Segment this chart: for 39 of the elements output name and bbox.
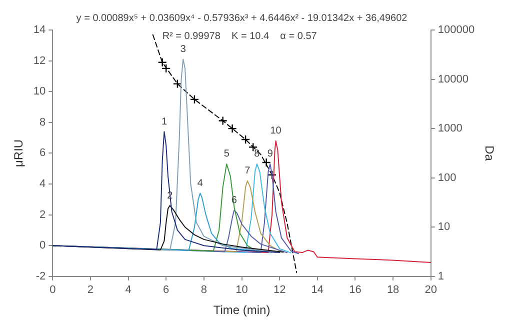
annotation: 9 [267, 148, 274, 160]
y2-axis-title: Da [482, 146, 496, 162]
annotation: 4 [197, 178, 204, 189]
x-tick-label: 12 [273, 284, 286, 296]
y-tick-label: 12 [33, 54, 46, 67]
y-tick-label: 2 [40, 208, 46, 221]
y-tick-label: 6 [40, 147, 46, 160]
y2-tick-label: 100000 [438, 24, 475, 36]
y-tick-label: 4 [40, 178, 46, 190]
y-tick-label: -2 [36, 270, 46, 282]
x-axis-title: Time (min) [213, 303, 270, 318]
annotation: 7 [244, 166, 251, 177]
y2-tick-label: 10000 [438, 73, 468, 86]
y2-tick-label: 100 [438, 172, 456, 184]
annotation: 8 [254, 148, 260, 160]
y-tick-label: 10 [33, 86, 46, 98]
annotation: 5 [224, 148, 230, 160]
y-tick-label: 14 [33, 24, 46, 36]
x-tick-label: 18 [386, 284, 400, 296]
annotation: 10 [270, 126, 282, 137]
y2-tick-label: 1000 [438, 122, 462, 135]
x-tick-label: 14 [311, 284, 324, 296]
x-tick-label: 20 [424, 284, 438, 296]
annotation: R² = 0.99978 K = 10.4 α = 0.57 [162, 30, 318, 42]
y-tick-label: 8 [40, 116, 46, 128]
annotation: 3 [180, 44, 186, 56]
x-tick-label: 2 [87, 284, 94, 296]
y2-tick-label: 10 [438, 221, 450, 234]
x-tick-label: 8 [200, 284, 207, 296]
x-tick-label: 16 [349, 284, 362, 296]
text: y = 0.00089x⁵ + 0.03609x⁴ - 0.57936x³ + 4.6446x² - 19.01342x + 36,49602 [76, 12, 408, 24]
y-tick-label: 0 [40, 240, 46, 252]
x-tick-label: 4 [125, 284, 132, 296]
y-axis-title: μRIU [12, 139, 26, 167]
annotation: 1 [161, 116, 168, 128]
y2-tick-label: 1 [438, 270, 444, 282]
x-tick-label: 0 [50, 284, 56, 296]
x-tick-label: 10 [236, 284, 248, 296]
x-tick-label: 6 [163, 284, 170, 296]
